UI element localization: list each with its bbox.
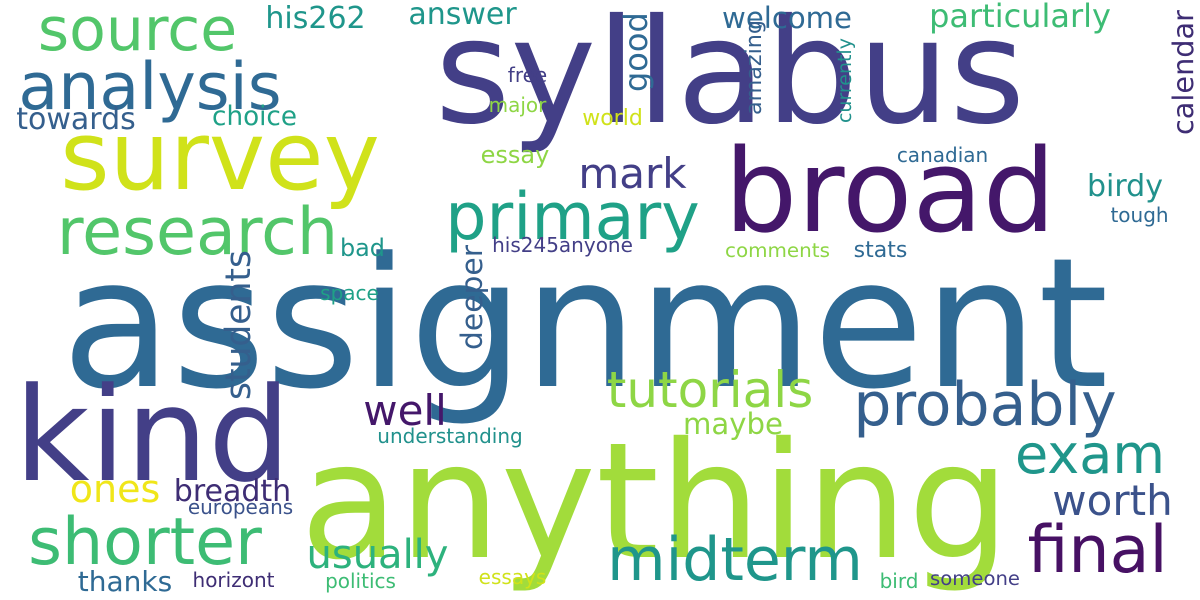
word-final: final [1027,513,1168,588]
word-kind: kind [14,359,291,511]
word-anything: anything [300,408,1010,596]
word-canadian: canadian [896,143,989,167]
word-answer: answer [408,0,517,32]
word-particularly: particularly [929,0,1111,35]
word-his245anyone: his245anyone [492,233,633,257]
word-horizont: horizont [192,568,275,592]
word-thanks: thanks [77,565,173,598]
word-tough: tough [1110,203,1169,227]
word-major: major [488,93,547,117]
word-breadth: breadth [173,474,292,509]
word-mark: mark [578,149,687,198]
word-survey: survey [60,102,380,212]
word-exam: exam [1015,423,1165,487]
word-europeans: europeans [187,495,294,519]
word-well: well [363,386,447,435]
word-calendar: calendar [1165,10,1200,135]
word-essay: essay [480,141,550,169]
word-birdy: birdy [1087,169,1163,204]
word-research: research [56,195,339,270]
word-probably: probably [853,370,1117,440]
word-bad: bad [340,234,385,263]
word-free: free [507,63,548,87]
word-his262: his262 [265,1,366,36]
word-students: students [219,250,260,400]
word-world: world [582,106,643,131]
word-comments: comments [725,239,830,263]
word-usually: usually [306,532,449,578]
word-deeper: deeper [455,245,491,350]
word-towards: towards [16,102,136,137]
word-essays: essays [478,565,547,589]
word-welcome: welcome [722,1,852,36]
word-ones: ones [69,467,161,511]
word-syllabus: syllabus [434,0,1026,157]
word-maybe: maybe [683,407,783,442]
word-someone: someone [930,567,1020,591]
word-choice: choice [212,101,297,132]
word-worth: worth [1052,476,1173,525]
word-tutorials: tutorials [606,361,814,419]
word-midterm: midterm [607,525,863,595]
word-assignment: assignment [61,220,1109,429]
word-currently: currently [834,38,856,123]
word-analysis: analysis [18,50,282,125]
word-understanding: understanding [377,424,523,448]
word-primary: primary [445,180,700,255]
word-space: space [320,281,379,305]
word-shorter: shorter [28,505,262,580]
word-good: good [617,12,655,93]
word-amazing: amazing [741,20,768,115]
word-bird: bird [879,569,919,593]
word-source: source [37,0,238,65]
word-broad: broad [724,125,1056,259]
word-politics: politics [325,569,396,593]
word-stats: stats [853,238,908,263]
